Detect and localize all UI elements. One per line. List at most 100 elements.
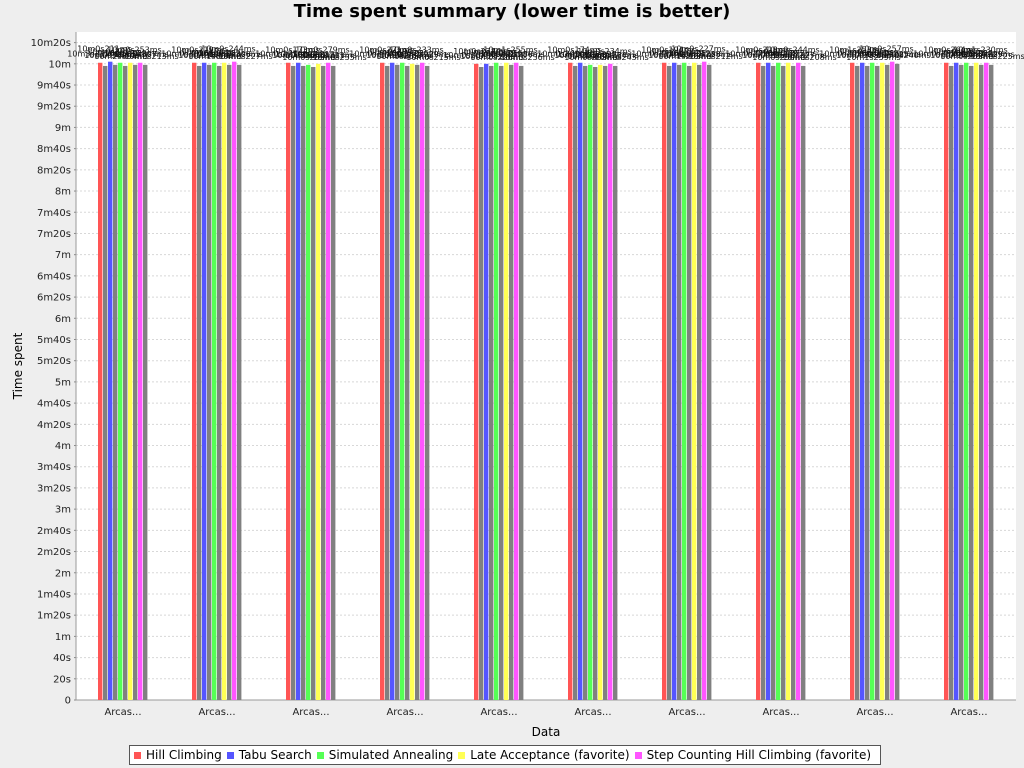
bar <box>677 64 682 700</box>
bar-data-label: 10m0s212ms <box>688 52 742 61</box>
x-category-label: Arcas... <box>198 707 235 718</box>
bar-data-label: 10m0s257ms <box>859 45 913 54</box>
bar <box>98 62 103 700</box>
legend-item: Simulated Annealing <box>316 748 453 762</box>
bar-data-label: 10m0s227ms <box>671 45 725 54</box>
bar-data-label: 10m0s203ms <box>819 50 873 59</box>
bar-data-label: 10m0s253ms <box>745 48 799 57</box>
bar-data-label: 10m0s253ms <box>107 46 161 55</box>
bar-data-label: 10m0s242ms <box>366 51 420 60</box>
bar <box>692 62 697 700</box>
bar-data-label: 10m0s302ms <box>84 51 138 60</box>
bar-data-label: 10m0s306ms <box>208 50 262 59</box>
bar <box>217 65 222 700</box>
bar <box>291 65 296 700</box>
legend-item: Late Acceptance (favorite) <box>458 748 630 762</box>
x-category-label: Arcas... <box>386 707 423 718</box>
bar <box>885 64 890 700</box>
bar-data-label: 10m0s284ms <box>369 48 423 57</box>
bar <box>133 64 138 700</box>
y-tick-label: 5m <box>55 377 71 388</box>
bar-data-label: 10m0s268ms <box>755 50 809 59</box>
bar <box>870 62 875 700</box>
bar <box>410 63 415 701</box>
bar <box>588 64 593 700</box>
bar-data-label: 10m0s226ms <box>470 53 524 62</box>
bar-data-label: 10m0s127ms <box>255 50 309 59</box>
legend-label: Tabu Search <box>238 748 312 762</box>
x-category-label: Arcas... <box>480 707 517 718</box>
x-category-label: Arcas... <box>104 707 141 718</box>
bar-data-label: 10m0s224ms <box>943 50 997 59</box>
bar-data-label: 10m0s229ms <box>396 50 450 59</box>
bar <box>192 62 197 700</box>
bar <box>390 62 395 700</box>
bar-data-label: 10m0s213ms <box>124 52 178 61</box>
bar <box>855 65 860 700</box>
bar-data-label: 10m2s257ms <box>651 48 705 57</box>
bar-data-label: 10m1s215ms <box>191 50 245 59</box>
bar <box>850 62 855 700</box>
y-axis-title: Time spent <box>11 332 25 400</box>
bar <box>573 65 578 700</box>
bar-data-label: 10m0s201ms <box>554 51 608 60</box>
bar <box>138 62 143 700</box>
bar <box>489 65 494 700</box>
y-tick-label: 6m <box>55 314 71 325</box>
legend-label: Step Counting Hill Climbing (favorite) <box>646 748 872 762</box>
bar <box>425 65 430 700</box>
bar <box>494 62 499 700</box>
bar-data-label: 10m0s264ms <box>923 46 977 55</box>
bar <box>949 65 954 700</box>
bar-data-label: 10m0s236ms <box>500 53 554 62</box>
bar-data-label: 10m0s225ms <box>557 50 611 59</box>
x-axis-title: Data <box>532 725 561 739</box>
bar-data-label: 10m1s187ms <box>178 51 232 60</box>
bar <box>979 64 984 700</box>
bar <box>207 64 212 700</box>
y-tick-label: 40s <box>53 653 71 664</box>
y-tick-label: 8m40s <box>37 144 71 155</box>
legend-swatch <box>458 751 466 759</box>
y-tick-label: 8m <box>55 187 71 198</box>
bar <box>895 63 900 701</box>
bar <box>222 62 227 700</box>
bar-data-label: 10m3s215ms <box>67 50 121 59</box>
y-tick-label: 4m <box>55 441 71 452</box>
bar-data-label: 10m0s183ms <box>198 49 252 58</box>
bar-data-label: 10m0s296ms <box>742 51 796 60</box>
y-tick-label: 6m40s <box>37 271 71 282</box>
bar-data-label: 10m1s154ms <box>181 48 235 57</box>
bar-data-label: 10m1s294ms <box>950 49 1004 58</box>
y-tick-label: 2m40s <box>37 526 71 537</box>
bar <box>593 66 598 700</box>
bar-data-label: 10m0s286ms <box>490 50 544 59</box>
bar-data-label: 10m0s232ms <box>379 51 433 60</box>
bar-data-label: 10m2s994ms <box>94 52 148 61</box>
bar <box>311 66 316 700</box>
bar-data-label: 10m0s215ms <box>406 53 460 62</box>
bar <box>227 64 232 700</box>
bar <box>697 64 702 700</box>
bar <box>613 65 618 700</box>
y-tick-label: 10m20s <box>31 38 71 49</box>
bar <box>702 61 707 700</box>
bar-data-label: 10m0s279ms <box>295 46 349 55</box>
legend-label: Late Acceptance (favorite) <box>470 748 630 762</box>
bar-data-label: 10m0s233ms <box>389 46 443 55</box>
bar-data-label: 10m0s283ms <box>567 52 621 61</box>
y-tick-label: 1m20s <box>37 611 71 622</box>
bar <box>123 65 128 700</box>
bar <box>890 61 895 700</box>
bar-data-label: 10m0s248ms <box>856 49 910 58</box>
bar-data-label: 10m0s253ms <box>913 50 967 59</box>
y-tick-label: 4m20s <box>37 420 71 431</box>
y-tick-label: 9m40s <box>37 81 71 92</box>
y-tick-label: 3m40s <box>37 462 71 473</box>
bar <box>212 62 217 700</box>
bar-data-label: 10m1s004ms <box>188 52 242 61</box>
legend-swatch <box>634 751 642 759</box>
bar <box>128 62 133 700</box>
bar-data-label: 10m0s271ms <box>359 46 413 55</box>
bar-data-label: 10m0s128ms <box>104 49 158 58</box>
